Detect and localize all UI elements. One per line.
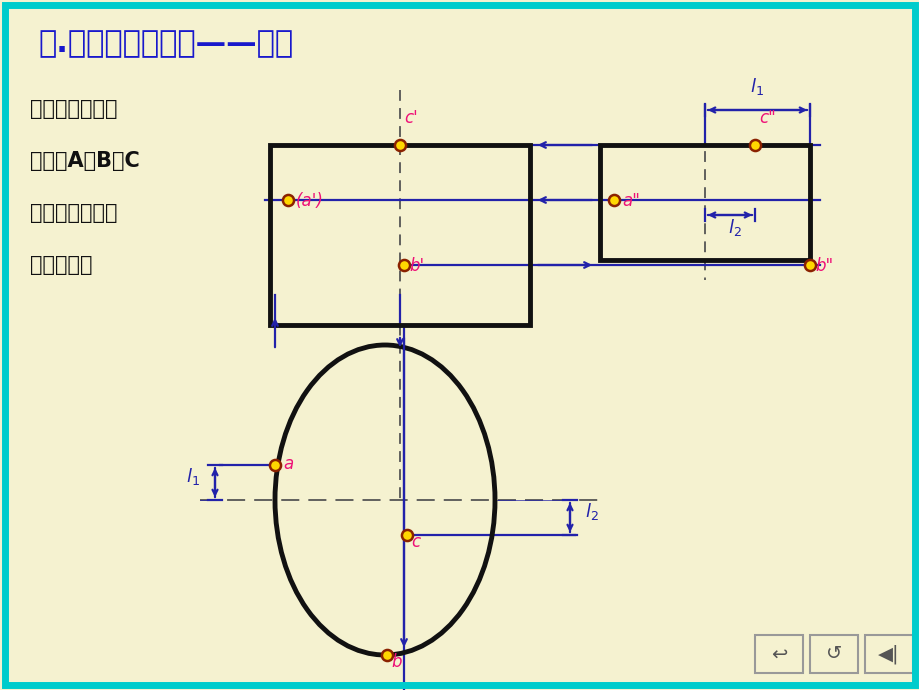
Text: b: b — [391, 653, 401, 671]
Text: 一.圆柱表面取点线——取点: 一.圆柱表面取点线——取点 — [38, 29, 293, 58]
Text: 已知属于圆柱面: 已知属于圆柱面 — [30, 99, 118, 119]
Text: b": b" — [814, 257, 833, 275]
Text: 的一个投影求另: 的一个投影求另 — [30, 203, 118, 223]
Text: 外两面投影: 外两面投影 — [30, 255, 93, 275]
Text: a: a — [283, 455, 293, 473]
Text: c": c" — [758, 109, 775, 127]
Text: c: c — [411, 533, 420, 551]
Text: $l_2$: $l_2$ — [727, 217, 741, 238]
Text: c': c' — [403, 109, 417, 127]
Text: (a'): (a') — [296, 192, 323, 210]
Text: 上的点A、B、C: 上的点A、B、C — [30, 151, 140, 171]
Text: a": a" — [621, 192, 640, 210]
Text: b': b' — [409, 257, 424, 275]
Text: ◀|: ◀| — [878, 644, 899, 664]
Text: $l_2$: $l_2$ — [584, 501, 598, 522]
Text: $l_1$: $l_1$ — [186, 466, 199, 487]
Text: ↩: ↩ — [770, 644, 787, 664]
Text: $l_1$: $l_1$ — [749, 76, 763, 97]
Text: ↺: ↺ — [825, 644, 841, 664]
